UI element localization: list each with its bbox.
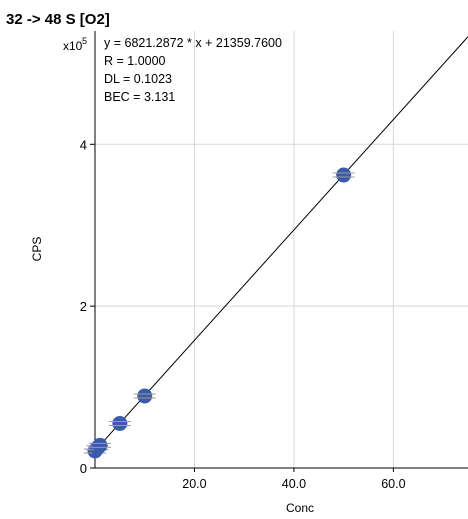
data-point (336, 167, 352, 183)
y-tick-label: 2 (80, 299, 87, 314)
plot-area: 20.0 40.0 60.0 0 2 4 (80, 31, 468, 491)
data-point (112, 415, 128, 431)
annotation-r: R = 1.0000 (104, 54, 166, 68)
y-multiplier-exponent: 5 (82, 36, 87, 46)
annotation-bec: BEC = 3.131 (104, 90, 175, 104)
data-point (137, 388, 153, 404)
x-tick-label: 60.0 (381, 477, 405, 491)
x-axis-label: Conc (286, 501, 314, 515)
data-points (84, 167, 355, 459)
y-tick-label: 0 (80, 461, 87, 476)
axis-ticks: 20.0 40.0 60.0 0 2 4 (80, 137, 406, 491)
chart-title: 32 -> 48 S [O2] (6, 11, 110, 28)
fit-line-group (94, 36, 468, 452)
annotation-equation: y = 6821.2872 * x + 21359.7600 (104, 36, 282, 50)
grid-lines (95, 31, 468, 468)
x-tick-label: 40.0 (282, 477, 306, 491)
annotation-dl: DL = 0.1023 (104, 72, 172, 86)
y-multiplier: x10 5 (63, 36, 87, 53)
y-tick-label: 4 (80, 137, 87, 152)
fit-line (94, 36, 468, 452)
data-point (92, 437, 108, 453)
y-multiplier-base: x10 (63, 39, 83, 53)
fit-annotations: y = 6821.2872 * x + 21359.7600 R = 1.000… (104, 36, 282, 104)
y-axis-label: CPS (30, 237, 44, 262)
x-tick-label: 20.0 (182, 477, 206, 491)
